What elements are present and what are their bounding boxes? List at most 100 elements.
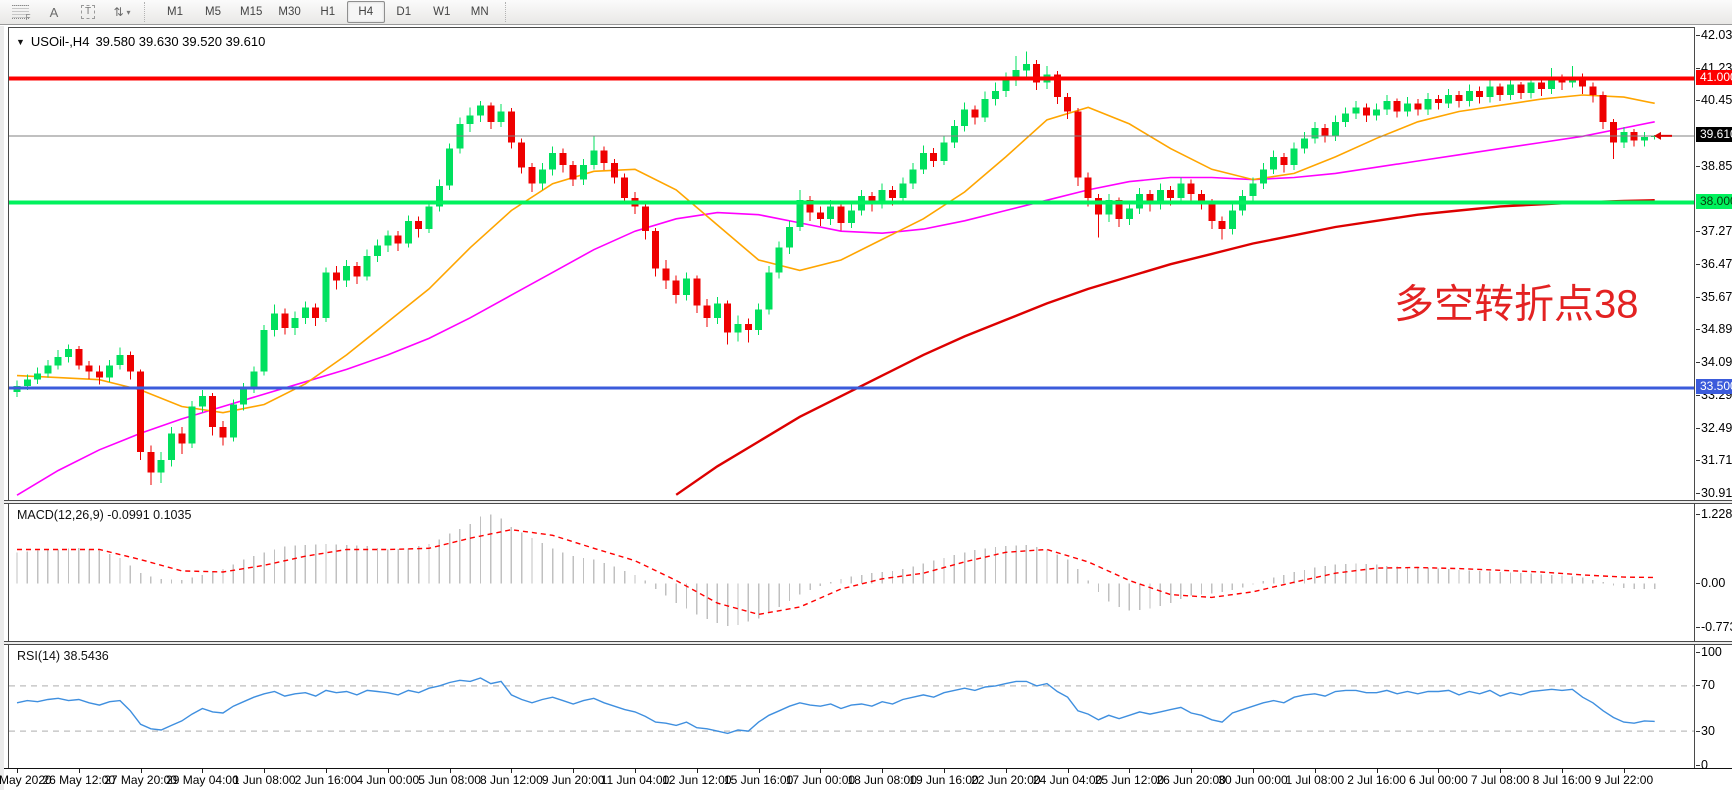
last-price-marker: [1654, 131, 1661, 140]
time-axis-label: 7 Jul 08:00: [1470, 773, 1530, 787]
time-axis-label: 12 Jun 12:00: [662, 773, 732, 787]
time-axis-label: 25 Jun 12:00: [1094, 773, 1165, 787]
price-axis-label: 31.710: [1695, 453, 1732, 468]
candlesticks: [13, 51, 1659, 485]
timeframe-button-h4[interactable]: H4: [346, 1, 385, 23]
macd-axis-label: 0.00: [1695, 575, 1726, 590]
symbol-timeframe-label: USOil-,H4: [30, 34, 90, 49]
panel-splitter[interactable]: [4, 641, 1732, 645]
time-axis-label: 2 Jul 16:00: [1347, 773, 1406, 787]
horizontal-lines[interactable]: [9, 76, 1694, 390]
time-axis-label: 22 Jun 20:00: [971, 773, 1041, 787]
chart-title: ▼ USOil-,H4 39.580 39.630 39.520 39.610: [16, 34, 265, 49]
rsi-axis-label: 70: [1696, 678, 1715, 693]
time-axis-label: 9 Jun 20:00: [541, 773, 605, 787]
timeframe-button-m5[interactable]: M5: [205, 6, 221, 18]
time-axis-label: 30 Jun 00:00: [1218, 773, 1288, 787]
price-axis-label: 34.890: [1695, 322, 1732, 337]
macd-label: MACD(12,26,9) -0.0991 0.1035: [17, 508, 192, 522]
price-badge-39.610: 39.610: [1696, 127, 1732, 143]
time-tick: [820, 769, 822, 773]
timeframe-button-m15[interactable]: M15: [240, 6, 263, 18]
time-tick: [17, 769, 18, 773]
price-badge-38.000: 38.000: [1696, 193, 1732, 209]
price-axis-label: 32.490: [1695, 421, 1732, 436]
time-tick: [78, 769, 80, 773]
time-axis-label: 1 Jul 08:00: [1285, 773, 1345, 787]
time-axis-label: 6 Jul 00:00: [1409, 773, 1468, 787]
time-axis-label: 8 Jun 12:00: [480, 773, 543, 787]
price-axis-label: 42.030: [1695, 28, 1732, 43]
macd-signal-line: [17, 528, 1655, 616]
cursor-label-icon[interactable]: A: [49, 4, 59, 20]
price-axis-label: 36.470: [1695, 257, 1732, 272]
time-tick: [1623, 769, 1625, 773]
time-tick: [944, 769, 945, 773]
time-tick: [140, 769, 142, 773]
symbol-dropdown-icon[interactable]: ▼: [16, 36, 25, 47]
time-tick: [635, 769, 636, 773]
time-axis-label: 4 Jun 00:00: [356, 773, 420, 787]
toolbar: F A T ⇅ ▾ M1 M5 M15 M30 H1 H4 D1 W1 MN: [0, 0, 1732, 25]
time-tick: [326, 769, 327, 773]
time-axis-label: 15 Jun 16:00: [723, 773, 794, 787]
time-tick: [1191, 769, 1193, 773]
timeframe-button-m30[interactable]: M30: [278, 6, 301, 18]
price-panel[interactable]: ▼ USOil-,H4 39.580 39.630 39.520 39.610 …: [8, 27, 1695, 500]
time-tick: [573, 769, 575, 773]
grid-template-icon[interactable]: F: [4, 1, 36, 23]
time-tick: [511, 769, 513, 773]
timeframe-button-d1[interactable]: D1: [396, 6, 412, 18]
time-axis-label: 8 Jul 16:00: [1532, 773, 1592, 787]
ma-line-slow: [675, 199, 1655, 496]
timeframe-button-mn[interactable]: MN: [470, 6, 489, 18]
macd-axis-label: -0.7738: [1695, 620, 1732, 635]
price-axis-label: 30.910: [1695, 486, 1732, 501]
price-axis-label: 37.270: [1695, 224, 1732, 239]
ma-line-fast: [16, 94, 1655, 414]
time-axis-label: 27 May 20:00: [104, 773, 177, 787]
price-badge-41.000: 41.000: [1696, 69, 1732, 85]
time-axis-label: 11 Jun 04:00: [600, 773, 670, 787]
toolbar-separator: [504, 2, 511, 22]
time-axis-label: 5 Jun 08:00: [418, 773, 481, 787]
timeframe-group: M1 M5 M15 M30 H1 H4 D1 W1 MN: [156, 1, 499, 23]
time-tick: [1253, 769, 1254, 773]
time-tick: [387, 769, 389, 773]
rsi-line: [16, 677, 1655, 735]
panel-splitter[interactable]: [4, 500, 1732, 504]
timeframe-button-w1[interactable]: W1: [433, 6, 451, 18]
time-tick: [1314, 769, 1316, 773]
chart-window: ▼ USOil-,H4 39.580 39.630 39.520 39.610 …: [0, 26, 1732, 790]
price-badge-33.500: 33.500: [1696, 379, 1732, 395]
time-axis-label: 29 May 04:00: [166, 773, 239, 787]
arrange-icon[interactable]: ⇅ ▾: [113, 5, 131, 19]
timeframe-button-h1[interactable]: H1: [320, 6, 336, 18]
time-axis-label: 2 Jun 16:00: [294, 773, 358, 787]
candlestick-plot[interactable]: 多空转折点38: [9, 28, 1694, 501]
macd-plot: [16, 514, 1656, 627]
time-tick: [1438, 769, 1440, 773]
price-axis-label: 35.670: [1695, 290, 1732, 305]
rsi-panel[interactable]: RSI(14) 38.5436: [8, 645, 1695, 768]
time-tick: [1005, 769, 1007, 773]
time-axis-label: 19 Jun 16:00: [909, 773, 979, 787]
time-tick: [1500, 769, 1502, 773]
time-axis-label: 24 Jun 04:00: [1032, 773, 1103, 787]
rsi-axis-label: 100: [1696, 644, 1722, 659]
ma-lines: [16, 94, 1655, 496]
macd-panel[interactable]: MACD(12,26,9) -0.0991 0.1035: [8, 504, 1695, 641]
time-axis-label: 25 May 2020: [0, 773, 52, 787]
time-tick: [1376, 769, 1378, 773]
macd-axis-label: 1.2281: [1695, 507, 1732, 522]
price-axis-label: 40.450: [1695, 93, 1732, 108]
chart-annotation-text[interactable]: 多空转折点38: [1394, 282, 1639, 326]
text-tool-icon[interactable]: T: [72, 1, 104, 23]
time-axis-label: 26 Jun 20:00: [1156, 773, 1226, 787]
time-tick: [882, 769, 884, 773]
time-tick: [264, 769, 266, 773]
timeframe-button-m1[interactable]: M1: [167, 6, 183, 18]
time-tick: [1562, 769, 1563, 773]
ohlc-readout: 39.580 39.630 39.520 39.610: [95, 34, 266, 49]
